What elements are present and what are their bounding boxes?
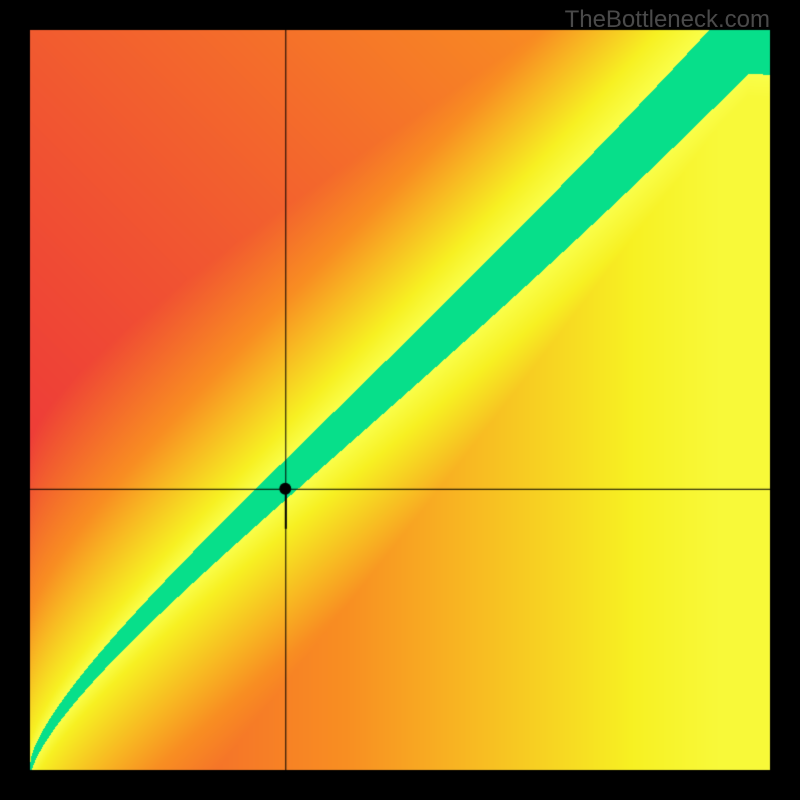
chart-container: TheBottleneck.com — [0, 0, 800, 800]
watermark-text: TheBottleneck.com — [565, 6, 770, 34]
bottleneck-heatmap — [0, 0, 800, 800]
